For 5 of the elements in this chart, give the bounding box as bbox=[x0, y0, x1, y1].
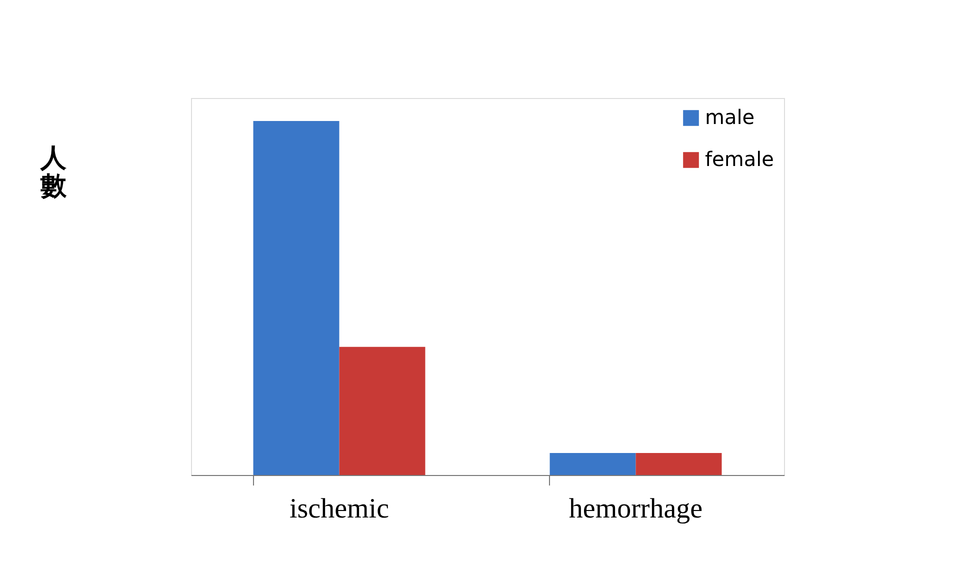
legend-label: female bbox=[705, 147, 774, 171]
x-tick-label: ischemic bbox=[289, 494, 390, 524]
y-axis-title: 人數 bbox=[40, 144, 68, 200]
legend-label: male bbox=[705, 105, 755, 129]
x-tick-label: hemorrhage bbox=[568, 494, 703, 524]
